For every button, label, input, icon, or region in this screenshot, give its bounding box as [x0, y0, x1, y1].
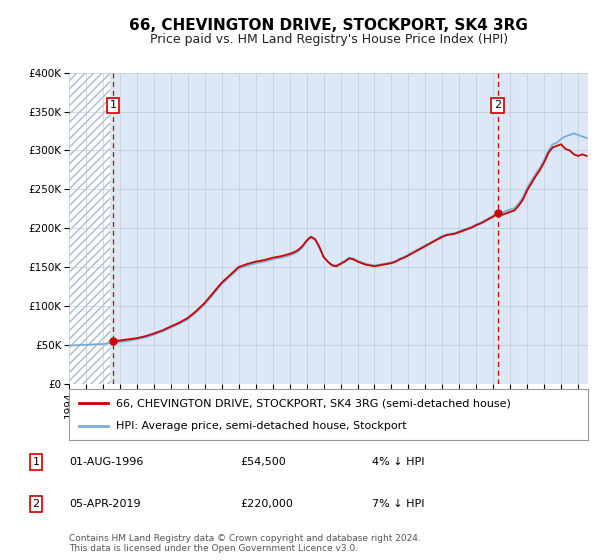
- Text: 2: 2: [32, 499, 40, 509]
- Text: 05-APR-2019: 05-APR-2019: [69, 499, 140, 509]
- Text: HPI: Average price, semi-detached house, Stockport: HPI: Average price, semi-detached house,…: [116, 422, 406, 432]
- Text: 7% ↓ HPI: 7% ↓ HPI: [372, 499, 425, 509]
- Text: 66, CHEVINGTON DRIVE, STOCKPORT, SK4 3RG (semi-detached house): 66, CHEVINGTON DRIVE, STOCKPORT, SK4 3RG…: [116, 398, 511, 408]
- Text: Price paid vs. HM Land Registry's House Price Index (HPI): Price paid vs. HM Land Registry's House …: [150, 32, 508, 46]
- Text: 1: 1: [109, 100, 116, 110]
- Text: 1: 1: [32, 457, 40, 467]
- Text: 2: 2: [494, 100, 501, 110]
- Text: 01-AUG-1996: 01-AUG-1996: [69, 457, 143, 467]
- Text: 66, CHEVINGTON DRIVE, STOCKPORT, SK4 3RG: 66, CHEVINGTON DRIVE, STOCKPORT, SK4 3RG: [130, 18, 528, 32]
- Text: £220,000: £220,000: [240, 499, 293, 509]
- Text: Contains HM Land Registry data © Crown copyright and database right 2024.
This d: Contains HM Land Registry data © Crown c…: [69, 534, 421, 553]
- Text: 4% ↓ HPI: 4% ↓ HPI: [372, 457, 425, 467]
- Text: £54,500: £54,500: [240, 457, 286, 467]
